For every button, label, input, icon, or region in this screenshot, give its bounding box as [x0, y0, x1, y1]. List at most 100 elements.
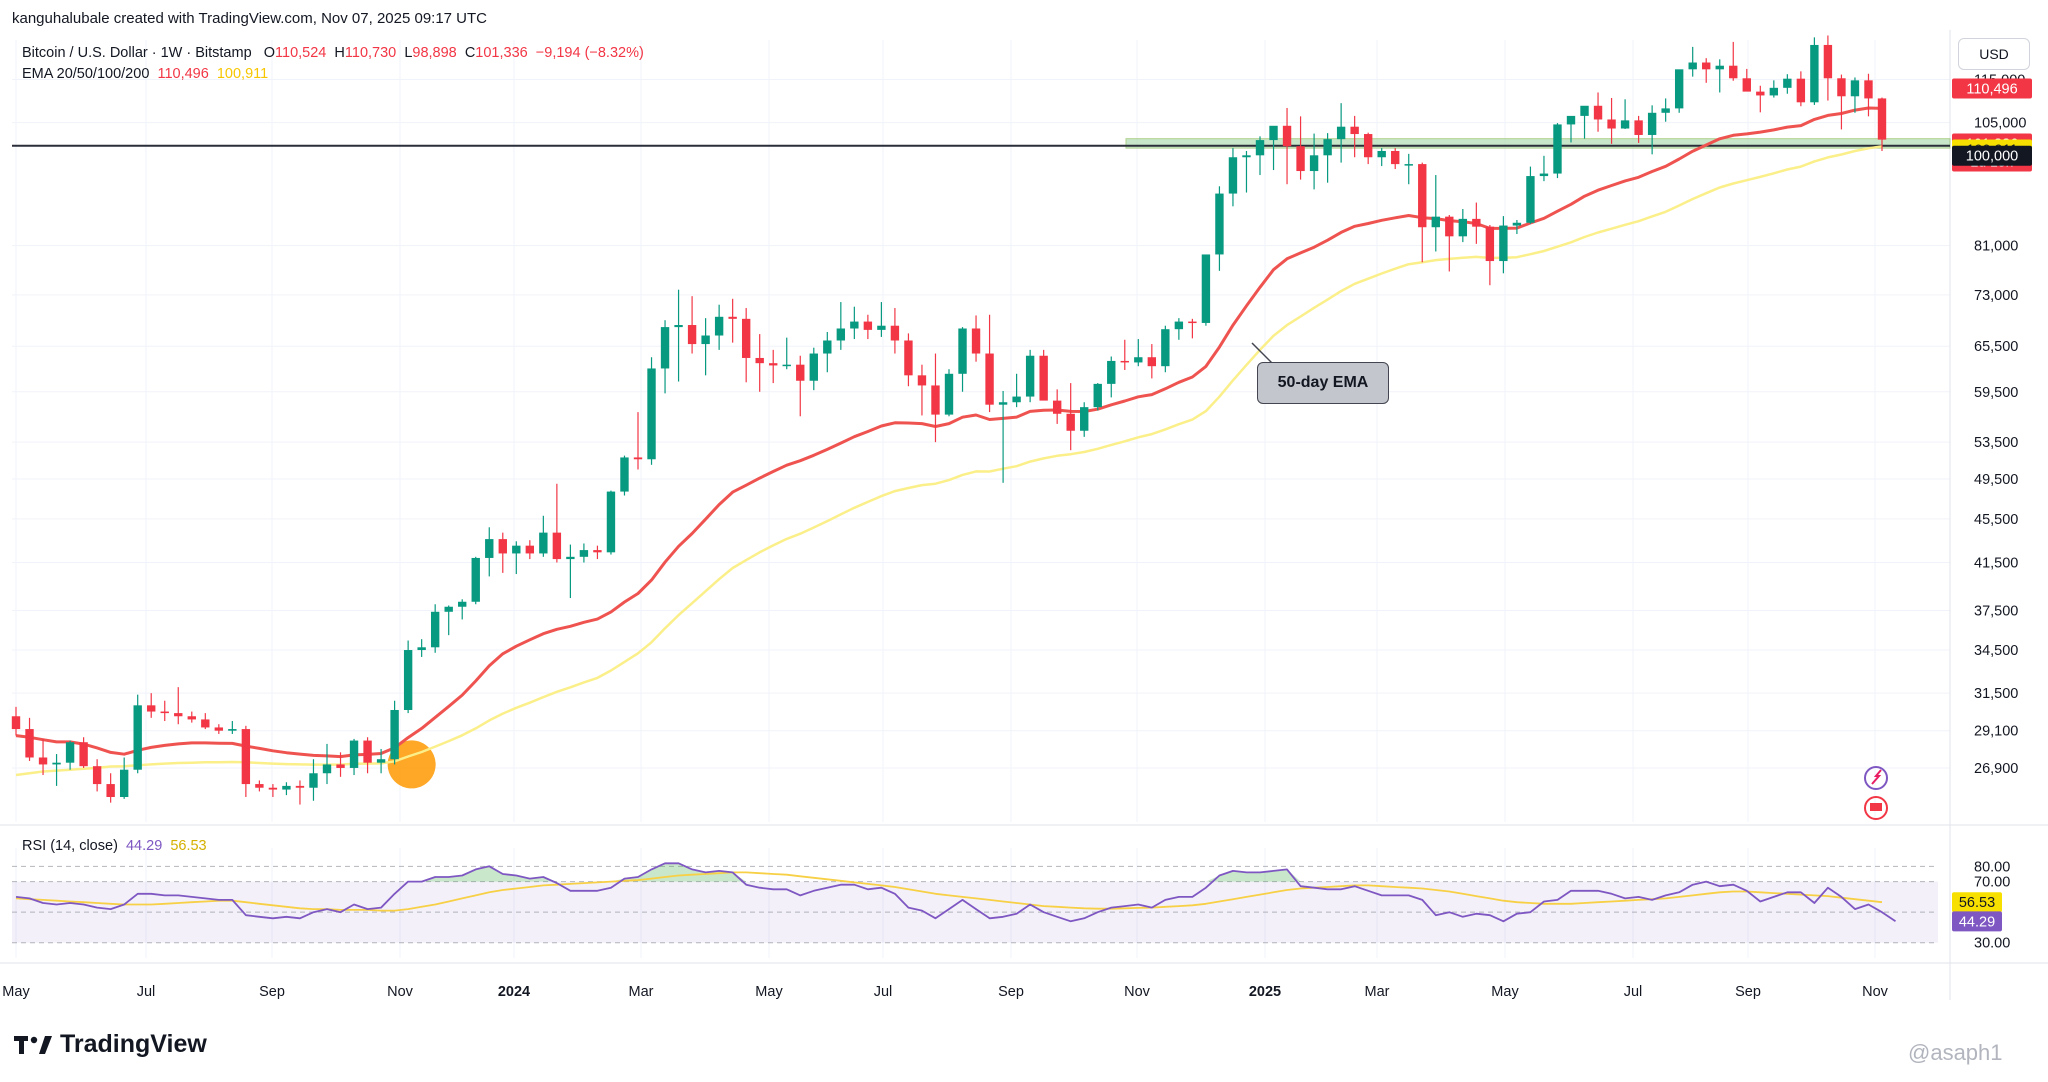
candle: [1269, 125, 1278, 171]
high-value: 110,730: [344, 45, 397, 61]
candle-body: [241, 729, 251, 785]
candle: [796, 355, 805, 417]
candle: [1377, 148, 1386, 167]
time-tick-label: 2024: [498, 984, 530, 1000]
candle-body: [633, 457, 643, 460]
candle-body: [1647, 112, 1657, 135]
candle: [714, 304, 724, 350]
candle-body: [593, 550, 602, 553]
candle: [823, 331, 832, 373]
price-badge: 110,496: [1952, 78, 2032, 99]
candle: [877, 302, 886, 337]
candle-body: [1418, 164, 1427, 228]
ema50-line: [15, 145, 1883, 777]
symbol-title[interactable]: Bitcoin / U.S. Dollar · 1W · Bitstamp: [22, 45, 252, 61]
price-badge-bg: [1952, 78, 2032, 99]
candle: [1715, 59, 1724, 93]
price-tick-label: 53,500: [1974, 435, 2018, 451]
ema50-value: 100,911: [216, 66, 269, 82]
candle-body: [1458, 218, 1468, 237]
candle: [1201, 254, 1211, 326]
price-tick-label: 31,500: [1974, 686, 2018, 702]
candle: [417, 639, 426, 657]
candle: [160, 700, 169, 722]
candle-body: [1512, 222, 1522, 226]
candle-body: [931, 385, 940, 415]
candle: [1174, 318, 1184, 340]
candle-body: [11, 716, 21, 730]
candle: [985, 314, 994, 413]
candle: [728, 298, 737, 343]
candle: [1445, 215, 1454, 272]
candle: [458, 599, 467, 620]
candle: [25, 717, 34, 761]
candle-body: [403, 650, 413, 710]
candle-body: [1188, 321, 1197, 324]
candle: [1052, 389, 1062, 424]
candle-body: [1080, 407, 1089, 431]
candle: [904, 333, 913, 387]
candle-body: [660, 327, 670, 369]
candle: [79, 737, 88, 768]
candle-body: [1607, 119, 1616, 129]
candle: [1296, 116, 1305, 180]
candle-body: [741, 318, 751, 358]
tradingview-logo[interactable]: TradingView: [14, 1030, 207, 1059]
candle-body: [282, 785, 291, 790]
time-tick-label: Jul: [1624, 984, 1643, 1000]
candle: [1039, 349, 1048, 401]
candle: [1336, 103, 1346, 163]
candle-body: [890, 325, 900, 341]
candle-body: [958, 328, 967, 374]
rsi-label[interactable]: RSI (14, close): [22, 838, 118, 854]
candle: [1512, 219, 1522, 235]
candle: [174, 687, 183, 725]
candle: [1161, 325, 1170, 373]
price-tick-label: 65,500: [1974, 339, 2018, 355]
ema-label[interactable]: EMA 20/50/100/200: [22, 66, 150, 82]
candle-body: [1039, 355, 1048, 401]
candle: [65, 740, 75, 770]
candle: [1282, 107, 1292, 185]
candle-body: [417, 647, 426, 651]
candle: [539, 515, 548, 557]
candle: [444, 605, 453, 636]
rsi-badge: 56.53: [1952, 892, 2002, 913]
candle-body: [1769, 87, 1779, 96]
currency-button[interactable]: USD: [1958, 38, 2030, 70]
ema-annotation[interactable]: 50-day EMA: [1257, 362, 1389, 404]
candle: [1228, 148, 1238, 207]
price-tick-label: 59,500: [1974, 385, 2018, 401]
candle: [1837, 74, 1846, 130]
candle-body: [1431, 216, 1440, 228]
candle-body: [539, 532, 548, 554]
candle-body: [1688, 62, 1697, 70]
rsi-line: [15, 862, 1897, 923]
candle-body: [1566, 115, 1576, 125]
candle-body: [850, 321, 859, 329]
candle-body: [147, 705, 156, 712]
candle: [998, 390, 1008, 483]
candle-body: [1810, 44, 1819, 103]
candle: [201, 713, 210, 730]
candle: [633, 412, 643, 470]
time-tick-label: Jul: [874, 984, 893, 1000]
candle: [593, 545, 602, 560]
candle-body: [228, 729, 237, 731]
candle-body: [552, 532, 562, 560]
candle: [1323, 133, 1332, 183]
candle-body: [1012, 396, 1021, 403]
candle: [958, 327, 967, 392]
candle: [1647, 105, 1657, 155]
rsi-overbought-fill: [610, 863, 747, 882]
time-tick-label: Sep: [259, 984, 285, 1000]
candle: [512, 541, 521, 575]
candle: [1012, 373, 1021, 408]
candle-body: [728, 316, 737, 319]
candle: [1783, 74, 1792, 94]
price-badge-bg: [1952, 145, 2032, 166]
candle-body: [201, 719, 210, 728]
time-tick-label: Nov: [1124, 984, 1151, 1000]
candle-body: [1323, 139, 1332, 156]
